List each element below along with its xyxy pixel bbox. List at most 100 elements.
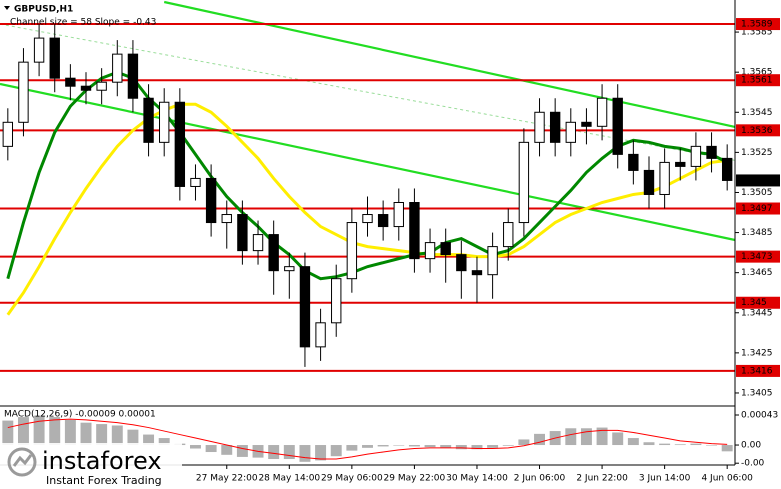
macd-bar [565, 428, 577, 446]
macd-bar [362, 445, 373, 448]
macd-bar [377, 445, 389, 447]
candle-body [628, 153, 639, 171]
macd-signal [7, 418, 728, 460]
level-label: 1.345 [741, 298, 767, 308]
candle-body [440, 242, 451, 256]
macd-bar [299, 445, 311, 462]
candle-body [346, 222, 358, 280]
trendline [0, 23, 736, 161]
macd-bar [2, 420, 14, 446]
macd-bar [236, 445, 248, 457]
level-label: 1.3536 [741, 126, 773, 136]
macd-bar [33, 415, 45, 446]
y-tick-label: 1.3485 [741, 228, 773, 238]
y-tick-label: 1.3505 [741, 188, 773, 198]
candle-body [596, 97, 608, 127]
candle-body [190, 177, 201, 187]
candle-body [549, 111, 561, 143]
menu-arrow [4, 6, 10, 10]
macd-bar [346, 445, 358, 451]
macd-bar [706, 445, 718, 446]
watermark-tagline: Instant Forex Trading [46, 474, 162, 487]
logo-mark [12, 454, 33, 467]
macd-bar [17, 417, 29, 446]
macd-bar [96, 424, 108, 446]
candle-body [377, 214, 389, 228]
trendline [0, 82, 736, 242]
y-tick-label: 1.3445 [741, 308, 773, 318]
channel-info: Channel size = 58 Slope = -0.43 [10, 18, 156, 28]
watermark-brand: instaforex [42, 447, 162, 475]
candle-body [518, 141, 530, 224]
candle-body [205, 177, 217, 224]
macd-bar [518, 439, 530, 446]
candle-body [659, 161, 670, 195]
macd-bar [143, 434, 155, 446]
x-tick-label: 27 May 22:00 [196, 474, 258, 484]
macd-bar [440, 445, 452, 448]
candle-body [18, 61, 29, 123]
candle-body [534, 111, 545, 143]
level-label: 1.3589 [741, 20, 773, 30]
candle-body [284, 266, 295, 272]
y-tick-label: 1.3545 [741, 108, 773, 118]
candle-body [127, 53, 139, 99]
macd-tick-label: 0.00043 [741, 410, 778, 420]
macd-bar [268, 445, 280, 460]
candle-body [424, 242, 436, 260]
candle-body [33, 37, 45, 63]
macd-bar [190, 445, 201, 449]
level-label: 1.3561 [741, 76, 773, 86]
candle-body [581, 121, 592, 127]
macd-bar [393, 445, 405, 446]
macd-bar [659, 443, 671, 446]
candle-body [174, 101, 186, 187]
candle-body [503, 222, 514, 248]
candle-body [49, 37, 60, 79]
x-tick-label: 4 Jun 06:00 [701, 474, 753, 484]
macd-bar [455, 445, 467, 450]
candle-body [721, 157, 733, 181]
candle-body [456, 254, 467, 272]
macd-bar [127, 429, 139, 446]
price-label: 1.3511 [741, 176, 773, 186]
macd-bar [49, 417, 61, 446]
x-tick-label: 28 May 14:00 [258, 474, 320, 484]
x-tick-label: 2 Jun 22:00 [576, 474, 628, 484]
macd-bar [690, 443, 702, 446]
macd-bar [283, 445, 295, 460]
macd-tick-label: -0.00 [741, 459, 765, 469]
macd-bar [471, 445, 483, 450]
macd-bar [534, 433, 545, 446]
macd-bar [205, 445, 217, 453]
macd-bar [596, 427, 608, 446]
candle-body [299, 266, 311, 348]
macd-bar [721, 445, 733, 452]
price-label-bg [736, 174, 780, 187]
macd-bar [487, 445, 499, 448]
macd-bar [80, 422, 92, 446]
level-label: 1.3416 [741, 366, 773, 376]
candle-body [565, 121, 576, 143]
macd-title: MACD(12,26,9) -0.00009 0.00001 [4, 410, 156, 420]
candle-body [2, 121, 14, 147]
candle-body [331, 278, 342, 324]
candle-body [252, 234, 264, 252]
candle-body [268, 234, 279, 272]
y-tick-label: 1.3465 [741, 268, 773, 278]
watermark: instaforex Instant Forex Trading [0, 443, 182, 489]
y-tick-label: 1.3565 [741, 68, 773, 78]
chart-title: GBPUSD,H1 [14, 5, 73, 15]
candle-body [675, 161, 686, 167]
level-label-bg [736, 124, 780, 137]
x-tick-label: 2 Jun 06:00 [514, 474, 566, 484]
candle-body [487, 246, 498, 276]
y-tick-label: 1.3405 [741, 388, 773, 398]
candle-body [112, 53, 123, 83]
macd-bar [674, 444, 686, 446]
level-label: 1.3497 [741, 204, 773, 214]
macd-bar [330, 445, 342, 457]
level-label: 1.3473 [741, 252, 773, 262]
candle-body [690, 145, 702, 167]
macd-bar [424, 445, 436, 448]
